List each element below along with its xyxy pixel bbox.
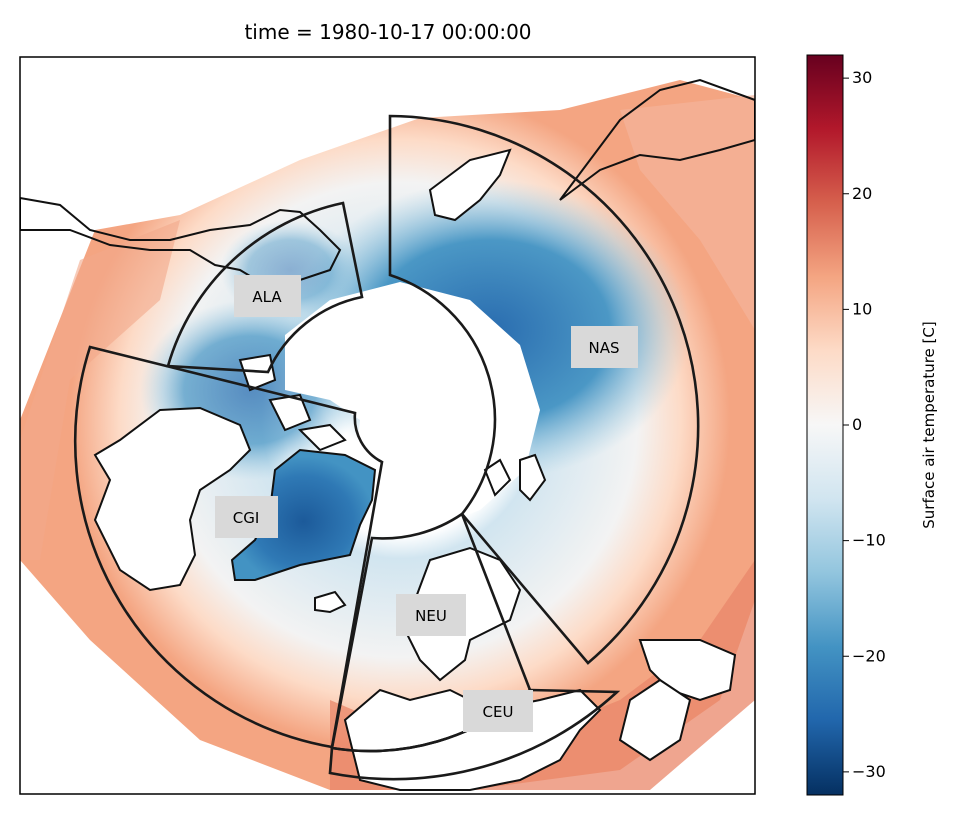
colorbar-label: Surface air temperature [C] bbox=[920, 321, 938, 528]
svg-text:NEU: NEU bbox=[415, 607, 447, 625]
map-axes: ALA NAS CGI NEU CEU bbox=[20, 57, 755, 794]
land-archipelago-3 bbox=[297, 423, 347, 452]
region-label-ceu: CEU bbox=[463, 690, 533, 732]
land-alaska bbox=[20, 196, 342, 287]
svg-text:CEU: CEU bbox=[483, 703, 514, 721]
region-label-cgi: CGI bbox=[215, 496, 278, 538]
svg-text:NAS: NAS bbox=[588, 339, 619, 357]
land-bering bbox=[638, 639, 737, 702]
land-canada bbox=[93, 406, 252, 592]
region-boundary-ceu bbox=[328, 688, 621, 781]
land-novaya-zemlya bbox=[519, 453, 547, 502]
warm-band-eastasia bbox=[620, 95, 755, 330]
region-label-neu: NEU bbox=[396, 594, 466, 636]
land-svalbard bbox=[483, 458, 512, 497]
land-iceland bbox=[314, 590, 347, 614]
region-label-nas: NAS bbox=[571, 326, 638, 368]
colorbar-tick-label: 10 bbox=[852, 299, 872, 318]
land-chukotka bbox=[428, 148, 512, 222]
figure-title: time = 1980-10-17 00:00:00 bbox=[244, 20, 531, 44]
colorbar-tick-label: 0 bbox=[852, 415, 862, 434]
region-boundary-nas bbox=[388, 114, 700, 665]
colorbar-tick-label: −10 bbox=[852, 531, 886, 550]
region-labels: ALA NAS CGI NEU CEU bbox=[215, 275, 638, 732]
greenland bbox=[230, 448, 377, 581]
land-europe-south bbox=[343, 688, 602, 791]
colorbar-tick-label: 20 bbox=[852, 184, 872, 203]
svg-text:CGI: CGI bbox=[233, 509, 260, 527]
colorbar-tick-label: 30 bbox=[852, 68, 872, 87]
colorbar-tick-label: −30 bbox=[852, 762, 886, 781]
warm-band-pacific bbox=[20, 220, 180, 560]
colorbar: 30 20 10 0 −10 −20 −30 Surface air temperature… bbox=[806, 54, 938, 796]
colorbar-tick-label: −20 bbox=[852, 646, 886, 665]
region-boundary-cgi bbox=[73, 345, 384, 749]
land-asia-south bbox=[618, 678, 692, 762]
svg-text:ALA: ALA bbox=[252, 288, 282, 306]
colorbar-ticks: 30 20 10 0 −10 −20 −30 bbox=[843, 68, 886, 781]
region-label-ala: ALA bbox=[234, 275, 301, 317]
colorbar-gradient bbox=[806, 54, 844, 796]
map-frame bbox=[19, 56, 756, 795]
region-boundary-ala bbox=[166, 201, 364, 374]
land-east-asia bbox=[559, 78, 755, 201]
